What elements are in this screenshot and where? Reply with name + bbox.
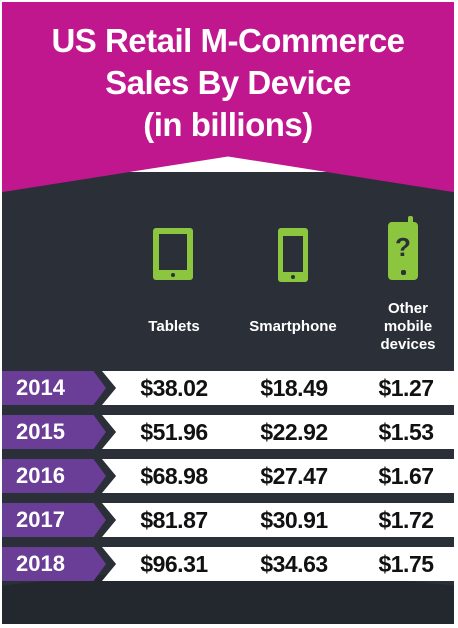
table-row: 2016 $68.98 $27.47 $1.67 — [2, 459, 454, 493]
value-cell: $18.49 — [260, 375, 328, 401]
title-line-1: US Retail M-Commerce — [51, 22, 405, 59]
value-cell: $1.27 — [378, 375, 434, 401]
table-row: 2017 $81.87 $30.91 $1.72 — [2, 503, 454, 537]
table-row: 2014 $38.02 $18.49 $1.27 — [2, 371, 454, 405]
title-line-3: (in billions) — [143, 106, 313, 143]
value-cell: $1.53 — [378, 419, 434, 445]
chart-title: US Retail M-Commerce Sales By Device (in… — [2, 20, 454, 146]
year-label: 2014 — [2, 371, 106, 405]
value-cell: $27.47 — [260, 463, 328, 489]
value-cell: $1.75 — [378, 551, 434, 577]
year-label: 2015 — [2, 415, 106, 449]
other-mobile-device-icon: ? — [388, 216, 418, 280]
value-cell: $1.72 — [378, 507, 434, 533]
value-cell: $81.87 — [140, 507, 208, 533]
value-strip — [102, 547, 454, 581]
value-cell: $30.91 — [260, 507, 328, 533]
table-row: 2015 $51.96 $22.92 $1.53 — [2, 415, 454, 449]
column-label-tablets: Tablets — [148, 318, 200, 335]
title-line-2: Sales By Device — [105, 64, 351, 101]
value-strip — [102, 371, 454, 405]
year-label: 2017 — [2, 503, 106, 537]
year-label: 2016 — [2, 459, 106, 493]
column-label-smartphone: Smartphone — [249, 318, 337, 335]
value-cell: $38.02 — [140, 375, 208, 401]
infographic: US Retail M-Commerce Sales By Device (in… — [2, 2, 454, 624]
value-strip — [102, 459, 454, 493]
value-cell: $96.31 — [140, 551, 208, 577]
value-strip — [102, 503, 454, 537]
value-cell: $1.67 — [378, 463, 434, 489]
value-strip — [102, 415, 454, 449]
value-cell: $51.96 — [140, 419, 208, 445]
table-row: 2018 $96.31 $34.63 $1.75 — [2, 547, 454, 581]
tablet-icon — [153, 228, 193, 280]
value-cell: $22.92 — [260, 419, 328, 445]
value-cell: $34.63 — [260, 551, 328, 577]
smartphone-icon — [278, 228, 308, 282]
value-cell: $68.98 — [140, 463, 208, 489]
year-label: 2018 — [2, 547, 106, 581]
column-label-other-mobile-devices: Other mobile devices — [380, 300, 436, 353]
